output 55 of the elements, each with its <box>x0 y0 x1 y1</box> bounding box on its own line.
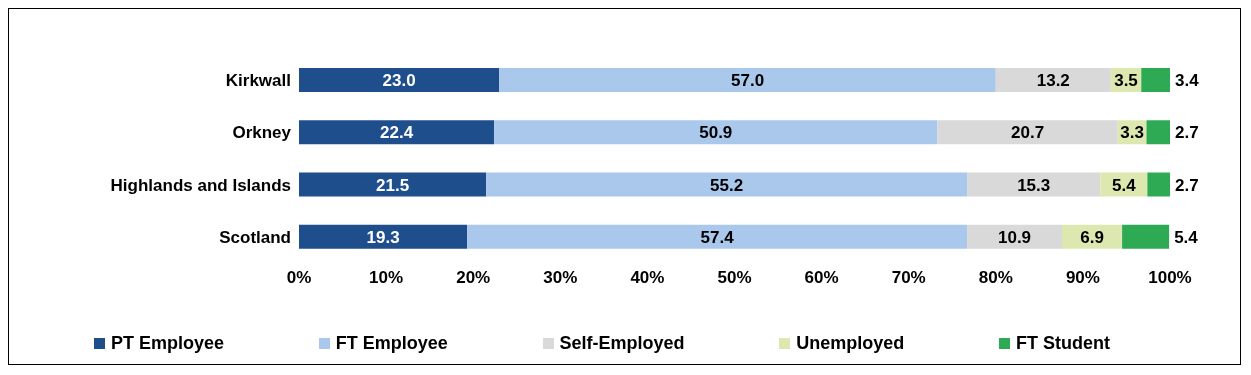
x-tick-label: 10% <box>369 268 404 288</box>
bar <box>937 120 1118 145</box>
x-tick-label: 80% <box>978 268 1013 288</box>
bar <box>486 172 968 197</box>
data-label: 6.9 <box>1080 227 1104 247</box>
y-tick-label: Kirkwall <box>225 71 291 91</box>
x-tick-label: 0% <box>286 268 312 288</box>
data-label: 23.0 <box>382 71 416 91</box>
bar <box>299 68 500 92</box>
data-label: 57.4 <box>700 227 735 247</box>
y-tick-label: Orkney <box>232 123 292 143</box>
legend-label: Unemployed <box>795 333 905 354</box>
data-label: 2.7 <box>1175 175 1199 195</box>
bar <box>1141 68 1170 92</box>
data-label: 19.3 <box>366 227 400 247</box>
data-label: 3.5 <box>1114 71 1138 91</box>
data-label: 10.9 <box>997 227 1032 247</box>
data-label: 13.2 <box>1036 71 1070 91</box>
x-tick-label: 30% <box>543 268 578 288</box>
x-tick-label: 40% <box>630 268 665 288</box>
bar <box>499 68 996 92</box>
data-label: 50.9 <box>699 123 733 143</box>
data-label: 2.7 <box>1175 123 1199 143</box>
bar <box>1122 224 1170 249</box>
bar <box>995 68 1111 92</box>
bar <box>299 120 495 145</box>
x-tick-label: 70% <box>891 268 926 288</box>
x-tick-label: 20% <box>456 268 491 288</box>
data-label: 55.2 <box>710 175 744 195</box>
y-tick-label: Scotland <box>219 227 291 247</box>
bar <box>1147 172 1170 197</box>
x-tick-label: 60% <box>804 268 839 288</box>
bar <box>494 120 938 145</box>
legend-label: Self-Employed <box>558 333 685 354</box>
bar <box>1146 120 1170 145</box>
data-label: 21.5 <box>376 175 410 195</box>
bar <box>467 224 968 249</box>
bar <box>299 224 468 249</box>
x-tick-label: 100% <box>1148 268 1192 288</box>
bar <box>967 172 1101 197</box>
bar <box>299 172 487 197</box>
x-tick-label: 90% <box>1065 268 1100 288</box>
legend-label: FT Student <box>1015 333 1110 354</box>
data-label: 20.7 <box>1011 123 1045 143</box>
y-tick-label: Highlands and Islands <box>110 175 291 195</box>
data-label: 57.0 <box>731 71 765 91</box>
x-tick-label: 50% <box>717 268 752 288</box>
legend-label: PT Employee <box>110 333 225 354</box>
data-label: 22.4 <box>380 123 414 143</box>
data-label: 3.4 <box>1175 71 1200 91</box>
data-label: 3.3 <box>1120 123 1144 143</box>
legend-label: FT Employee <box>334 333 448 354</box>
data-label: 5.4 <box>1112 175 1137 195</box>
data-label: 5.4 <box>1174 227 1199 247</box>
data-label: 15.3 <box>1017 175 1051 195</box>
